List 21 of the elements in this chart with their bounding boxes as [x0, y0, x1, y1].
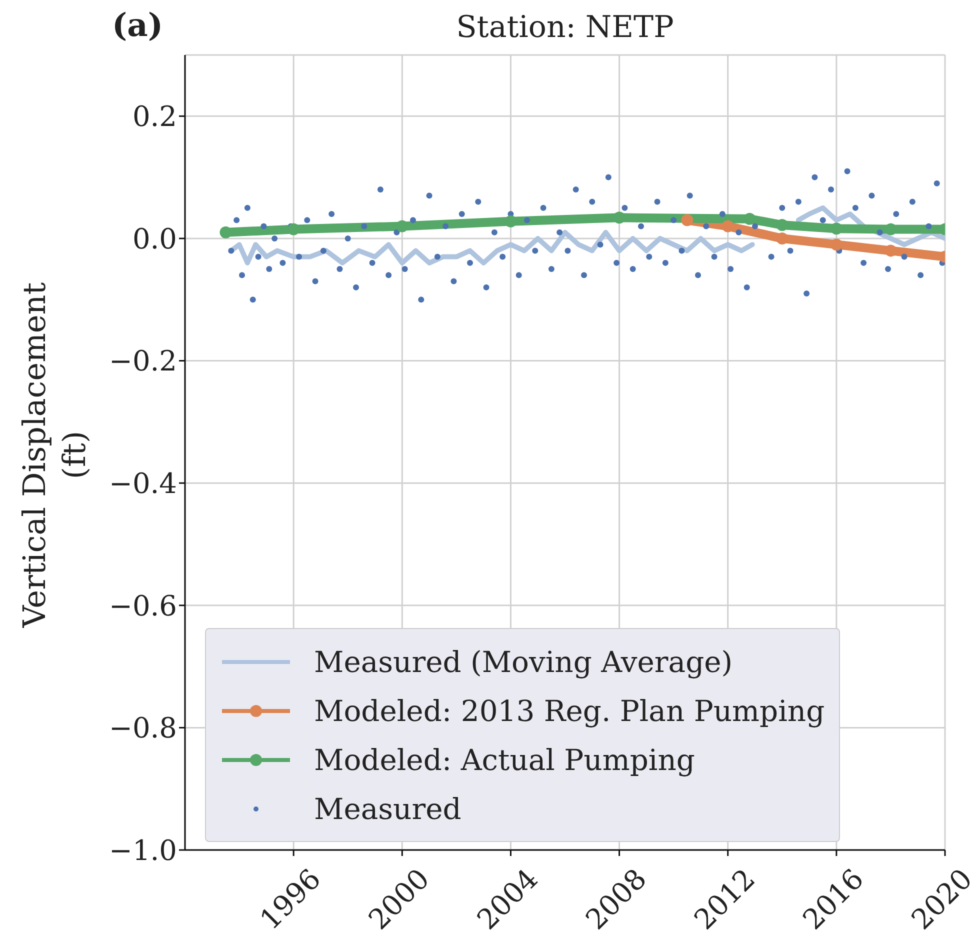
legend-label: Measured [314, 792, 462, 826]
point [722, 220, 734, 232]
point [776, 219, 788, 232]
y-tick-label: −1.0 [109, 834, 177, 867]
legend-label: Modeled: 2013 Reg. Plan Pumping [314, 694, 825, 728]
point [744, 212, 756, 225]
point [776, 232, 788, 244]
y-tick-label: −0.8 [109, 712, 177, 745]
y-tick-label: −0.2 [109, 344, 177, 378]
legend-label: Measured (Moving Average) [314, 644, 733, 678]
y-tick-label: −0.6 [109, 589, 177, 622]
point [681, 214, 694, 226]
point [884, 244, 897, 257]
point [830, 238, 842, 251]
text: (a) [112, 6, 164, 44]
legend-label: Modeled: Actual Pumping [314, 742, 695, 776]
y-axis-title: Vertical Displacement (ft) [16, 282, 94, 628]
y-tick-label: −0.4 [109, 467, 177, 500]
y-tick-label: 0.2 [132, 100, 177, 134]
y-tick-label: 0.0 [132, 222, 177, 256]
chart-title: Station: NETP [455, 10, 675, 45]
